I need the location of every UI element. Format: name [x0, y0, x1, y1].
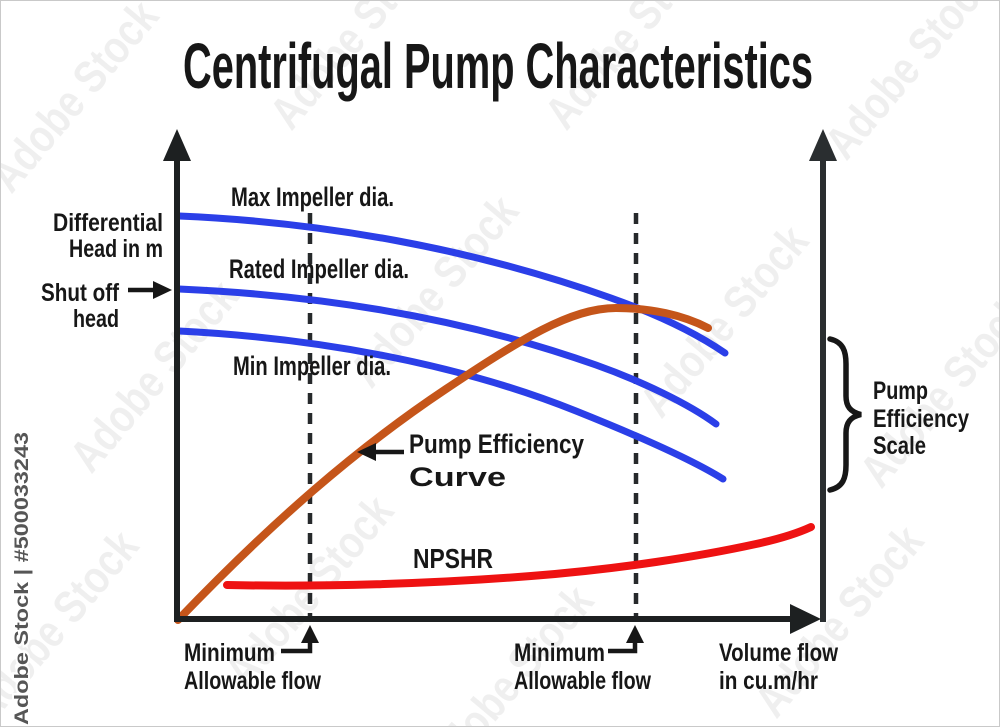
label-max-impeller: Max Impeller dia.: [231, 182, 394, 212]
label-head-in-m: Head in m: [69, 235, 163, 263]
watermark-stock-id: Adobe Stock | #500033243: [12, 432, 33, 725]
left-axis-labels: Differential Head in m Shut off head: [41, 209, 163, 333]
curve-labels: Max Impeller dia. Rated Impeller dia. Mi…: [229, 182, 584, 574]
label-pump-efficiency-line1: Pump Efficiency: [409, 429, 584, 459]
label-rated-impeller: Rated Impeller dia.: [229, 254, 409, 284]
annotation-arrows: [128, 281, 644, 654]
label-shutoff-line1: Shut off: [41, 279, 120, 307]
x-axis-arrowhead: [790, 604, 821, 634]
curve-min-impeller: [175, 327, 727, 483]
watermark-text: Adobe Stock: [629, 215, 818, 426]
shutoff-arrow-head: [153, 281, 172, 299]
label-eff-scale-line1: Pump: [873, 377, 928, 405]
efficiency-scale-brace: [827, 336, 862, 493]
curves: [174, 212, 815, 624]
curve-rated-impeller: [175, 285, 720, 428]
min-flow-arrow-1-head: [301, 625, 319, 643]
label-eff-scale-line2: Efficiency: [873, 405, 969, 433]
label-eff-scale-line3: Scale: [873, 432, 926, 460]
curve-pump-efficiency: [174, 303, 712, 624]
page-title: Centrifugal Pump Characteristics: [183, 30, 813, 102]
label-shutoff-line2: head: [73, 305, 119, 333]
label-min-flow-1-line2: Allowable flow: [184, 667, 321, 695]
label-npshr: NPSHR: [413, 543, 493, 574]
label-min-flow-2-line2: Allowable flow: [514, 667, 651, 695]
label-min-impeller: Min Impeller dia.: [233, 351, 391, 381]
axes: [163, 129, 837, 634]
min-flow-arrow-2-head: [626, 625, 644, 643]
bottom-labels: Minimum Allowable flow Minimum Allowable…: [184, 639, 838, 695]
watermark-text: Adobe Stock: [1, 1, 168, 201]
label-min-flow-1-line1: Minimum: [184, 639, 275, 667]
y-axis-right-arrowhead: [809, 129, 837, 161]
y-axis-left-arrowhead: [163, 129, 191, 161]
reference-lines: [307, 213, 639, 617]
right-axis-labels: Pump Efficiency Scale: [873, 377, 969, 460]
curve-max-impeller: [175, 212, 729, 357]
efficiency-arrow-head: [357, 443, 376, 461]
curve-npshr: [223, 523, 815, 590]
label-volume-flow-line1: Volume flow: [719, 639, 838, 667]
label-min-flow-2-line1: Minimum: [514, 639, 605, 667]
label-differential: Differential: [53, 209, 163, 237]
watermark-text: Adobe Stock: [814, 1, 1000, 168]
label-pump-efficiency-line2: Curve: [409, 462, 506, 492]
label-volume-flow-line2: in cu.m/hr: [719, 667, 818, 695]
